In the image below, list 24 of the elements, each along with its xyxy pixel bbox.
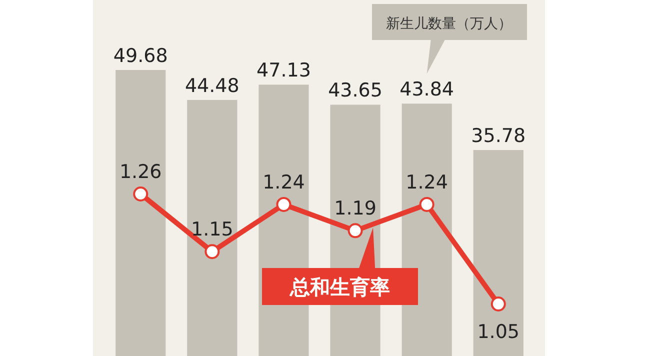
point [204,244,220,260]
data-label: 35.78 [471,125,526,148]
point [419,196,434,212]
data-label: 1.15 [191,218,234,241]
text: 总和生育率 [289,275,390,299]
data-label: 47.13 [256,60,311,82]
data-label: 1.26 [119,161,162,183]
data-label: 1.05 [477,321,520,343]
point [348,223,363,238]
bar [402,104,452,356]
data-label: 44.48 [184,74,240,97]
data-label: 43.84 [400,78,454,101]
point [133,186,148,202]
bar [473,150,524,356]
point [276,196,292,212]
text: 新生儿数量（万人） [386,16,512,32]
point [490,296,506,312]
data-label: 1.19 [334,198,376,220]
bar [187,100,238,356]
data-label: 49.68 [113,45,168,67]
data-label: 1.24 [262,171,305,194]
bar [116,70,166,356]
data-label: 43.65 [328,80,382,102]
data-label: 1.24 [406,171,448,194]
